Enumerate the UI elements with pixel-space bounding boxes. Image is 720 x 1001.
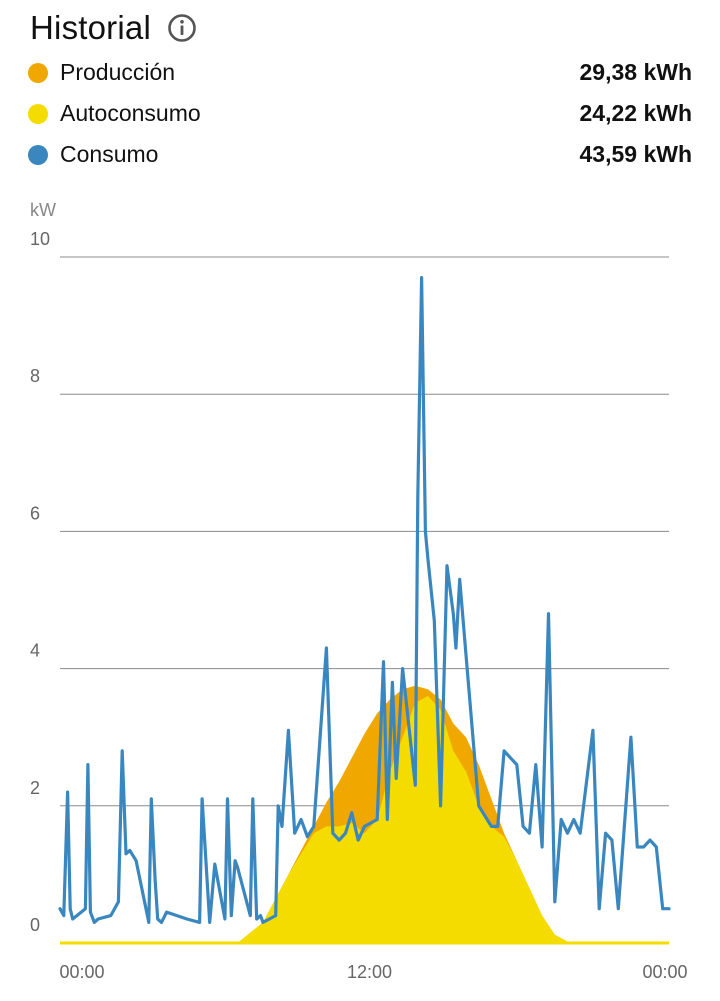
y-tick-label: 0 xyxy=(30,915,40,935)
x-tick-label: 00:00 xyxy=(59,962,104,982)
legend-value: 24,22 kWh xyxy=(579,100,693,126)
series-line-consumo xyxy=(58,276,671,924)
legend-item-produccion[interactable]: Producción 29,38 kWh xyxy=(28,52,692,93)
legend-label: Consumo xyxy=(60,141,159,167)
y-tick-label: 10 xyxy=(30,229,50,249)
legend-item-autoconsumo[interactable]: Autoconsumo 24,22 kWh xyxy=(28,93,692,134)
history-chart[interactable]: kW 0 2 4 6 8 10 00:00 12:00 00:00 xyxy=(0,180,720,995)
y-tick-label: 4 xyxy=(30,641,40,661)
x-tick-label: 12:00 xyxy=(347,962,392,982)
legend-item-consumo[interactable]: Consumo 43,59 kWh xyxy=(28,134,692,175)
legend-value: 43,59 kWh xyxy=(579,141,693,167)
legend-label: Producción xyxy=(60,59,176,85)
y-tick-label: 2 xyxy=(30,778,40,798)
y-tick-label: 8 xyxy=(30,366,40,386)
legend-dot-autoconsumo xyxy=(28,103,48,124)
header: Historial xyxy=(30,8,197,48)
legend-label: Autoconsumo xyxy=(60,100,201,126)
page-title: Historial xyxy=(30,9,151,46)
legend-dot-consumo xyxy=(28,144,48,165)
y-tick-label: 6 xyxy=(30,503,40,523)
legend-value: 29,38 kWh xyxy=(579,59,693,85)
legend-dot-produccion xyxy=(28,62,48,83)
x-tick-label: 00:00 xyxy=(642,962,687,982)
y-axis-unit-label: kW xyxy=(30,200,56,220)
series-area-autoconsumo xyxy=(60,696,669,943)
legend: Producción 29,38 kWh Autoconsumo 24,22 k… xyxy=(28,52,692,175)
info-circle-icon[interactable] xyxy=(167,13,197,43)
